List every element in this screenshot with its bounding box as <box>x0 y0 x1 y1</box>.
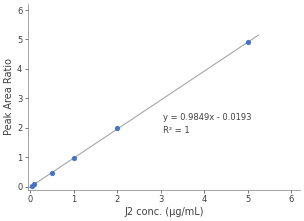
X-axis label: J2 conc. (μg/mL): J2 conc. (μg/mL) <box>124 207 204 217</box>
Point <box>115 126 119 130</box>
Point <box>30 184 35 187</box>
Point <box>49 171 54 174</box>
Point <box>245 40 250 44</box>
Point <box>32 183 37 186</box>
Y-axis label: Peak Area Ratio: Peak Area Ratio <box>4 58 14 135</box>
Point <box>71 156 76 160</box>
Text: y = 0.9849x - 0.0193
R² = 1: y = 0.9849x - 0.0193 R² = 1 <box>163 113 251 135</box>
